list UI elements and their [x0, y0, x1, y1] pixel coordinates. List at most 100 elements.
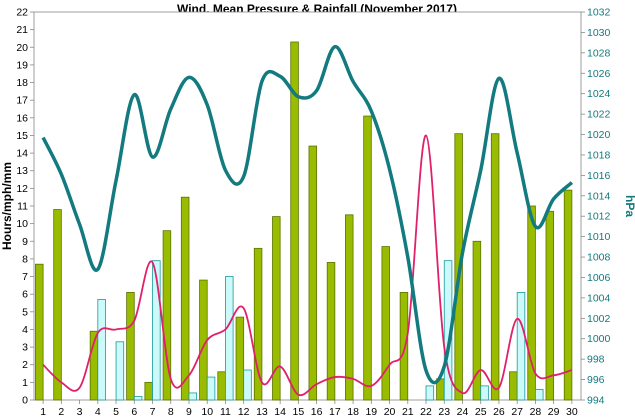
x-tick-label: 18: [347, 406, 359, 418]
x-tick-label: 11: [220, 406, 231, 418]
right-tick-label: 998: [587, 354, 605, 366]
calm-bar: [345, 214, 354, 401]
left-tick-label: 17: [16, 95, 28, 107]
calm-bar: [509, 371, 518, 401]
rainfall-bar: [480, 385, 489, 401]
calm-bar: [308, 145, 318, 401]
right-tick-label: 1020: [587, 129, 611, 141]
left-tick-label: 19: [16, 59, 28, 71]
calm-bar: [490, 133, 500, 401]
left-tick-label: 12: [16, 183, 28, 195]
calm-bar: [217, 371, 226, 401]
rainfall-bar: [206, 376, 216, 401]
rainfall-bar: [535, 389, 544, 401]
lines-group: [41, 44, 574, 397]
left-tick-label: 22: [16, 7, 28, 19]
right-tick-label: 1016: [587, 170, 611, 182]
right-tick-label: 1030: [587, 27, 611, 39]
x-tick-label: 3: [77, 406, 83, 418]
left-tick-label: 8: [22, 253, 28, 265]
x-tick-label: 1: [40, 406, 46, 418]
right-tick-label: 1008: [587, 252, 611, 264]
x-axis-ticks: 1 2 3 4 5 6 7 8 9 10 11 12 13 14 15 16 17 18 19 20 21 22 23 24 2…: [40, 400, 578, 418]
plot-frame: [33, 11, 582, 401]
calm-bar: [126, 292, 135, 401]
calm-bar: [326, 262, 336, 401]
x-tick-label: 5: [113, 406, 119, 418]
x-tick-label: 22: [420, 406, 432, 418]
y-axis-label-right: hPa: [623, 195, 635, 217]
x-tick-label: 25: [475, 406, 487, 418]
x-tick-label: 20: [384, 406, 396, 418]
calm-bar: [162, 230, 172, 401]
calm-bar: [527, 205, 536, 401]
calm-bar: [199, 279, 208, 401]
right-tick-label: 1022: [587, 109, 611, 121]
right-tick-label: 1004: [587, 292, 611, 304]
x-tick-label: 6: [131, 406, 137, 418]
calm-bar: [180, 196, 190, 401]
y-axis-label-left: Hours/mph/mm: [0, 162, 14, 250]
left-tick-label: 6: [22, 289, 28, 301]
calm-bar: [235, 316, 245, 401]
calm-bar: [472, 240, 482, 401]
calm-bar: [399, 292, 409, 401]
x-tick-label: 4: [95, 406, 101, 418]
left-tick-label: 18: [16, 77, 28, 89]
left-tick-label: 13: [16, 165, 28, 177]
x-tick-label: 8: [168, 406, 174, 418]
rainfall-bar: [152, 260, 161, 401]
pressure-line: [41, 44, 574, 385]
x-tick-label: 17: [329, 406, 341, 418]
right-tick-label: 1000: [587, 333, 611, 345]
calm-bar: [35, 263, 44, 401]
calm-bar: [272, 216, 281, 401]
left-tick-label: 16: [16, 112, 28, 124]
rainfall-bar: [115, 341, 125, 401]
x-tick-label: 13: [256, 406, 268, 418]
x-tick-label: 27: [511, 406, 523, 418]
rainfall-bar: [243, 369, 252, 401]
calm-bar: [381, 246, 390, 401]
x-tick-label: 14: [274, 406, 286, 418]
left-tick-label: 21: [16, 24, 28, 36]
right-tick-label: 1026: [587, 68, 611, 80]
right-tick-label: 994: [587, 395, 605, 407]
left-tick-label: 14: [16, 148, 28, 160]
right-axis-ticks: 994 996 998 1000 1002 1004 1006 1008 1010 1012 101…: [581, 7, 611, 407]
calm-bar: [53, 209, 62, 401]
x-tick-label: 26: [493, 406, 505, 418]
right-tick-label: 1024: [587, 88, 611, 100]
right-tick-label: 1032: [587, 7, 611, 19]
right-tick-label: 1002: [587, 313, 611, 325]
x-tick-label: 10: [201, 406, 213, 418]
right-tick-label: 1012: [587, 211, 611, 223]
x-tick-label: 7: [150, 406, 156, 418]
right-tick-label: 996: [587, 374, 605, 386]
x-tick-label: 24: [457, 406, 469, 418]
right-tick-label: 1006: [587, 272, 611, 284]
left-tick-label: 0: [22, 395, 28, 407]
left-tick-label: 9: [22, 236, 28, 248]
rainfall-bar: [188, 392, 198, 401]
x-tick-label: 21: [402, 406, 414, 418]
left-tick-label: 3: [22, 342, 28, 354]
x-tick-label: 23: [438, 406, 450, 418]
left-tick-label: 4: [22, 324, 28, 336]
left-tick-label: 1: [22, 377, 28, 389]
x-tick-label: 28: [530, 406, 542, 418]
rainfall-bar: [225, 276, 234, 401]
rainfall-bar: [97, 299, 106, 401]
x-tick-label: 9: [186, 406, 192, 418]
rainfall-bar: [516, 292, 526, 401]
x-tick-label: 16: [311, 406, 323, 418]
left-tick-label: 20: [16, 42, 28, 54]
right-tick-label: 1028: [587, 47, 611, 59]
right-tick-label: 1018: [587, 149, 611, 161]
calm-bar: [253, 247, 263, 401]
calm-bar: [290, 41, 299, 401]
left-tick-label: 10: [16, 218, 28, 230]
left-tick-label: 5: [22, 306, 28, 318]
right-tick-label: 1010: [587, 231, 611, 243]
